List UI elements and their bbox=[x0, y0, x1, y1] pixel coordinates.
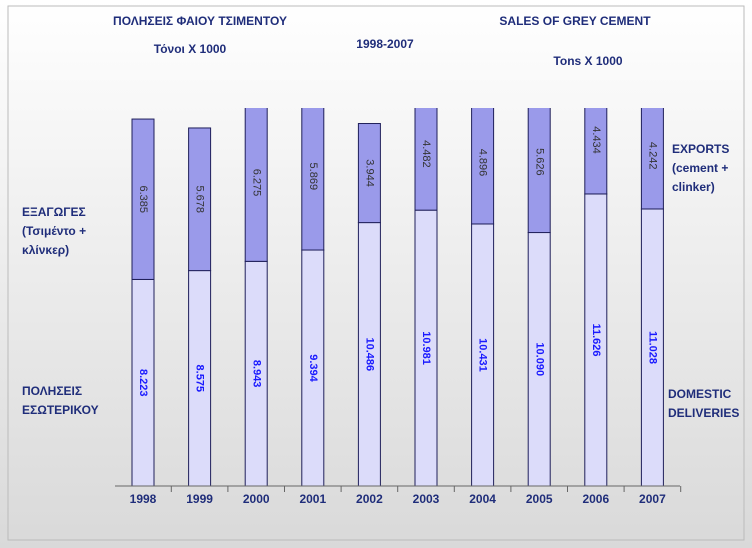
value-label: 5.678 bbox=[194, 186, 206, 214]
value-label: 5.869 bbox=[307, 163, 319, 191]
value-label: 10.090 bbox=[533, 342, 545, 376]
value-label: 3.944 bbox=[363, 159, 375, 187]
value-label: 5.626 bbox=[533, 148, 545, 176]
bar-segment bbox=[188, 127, 212, 272]
series-label: (Τσιμέντο + bbox=[22, 224, 86, 238]
value-label: 10.486 bbox=[363, 337, 375, 371]
value-label: 6.385 bbox=[137, 185, 149, 213]
bar-segment bbox=[640, 108, 664, 210]
bar-segment bbox=[471, 108, 495, 225]
value-label: 4.482 bbox=[420, 140, 432, 168]
series-label: ΠΟΛΗΣΕΙΣ bbox=[22, 384, 82, 398]
value-label: 8.223 bbox=[137, 369, 149, 397]
value-label: 9.394 bbox=[307, 354, 319, 382]
series-label: ΕΞΑΓΩΓΕΣ bbox=[22, 205, 86, 219]
series-label: clinker) bbox=[672, 180, 715, 194]
x-tick-label: 1999 bbox=[186, 492, 213, 506]
plot bbox=[131, 108, 664, 487]
bar-segment bbox=[131, 118, 155, 280]
frame bbox=[7, 5, 745, 541]
x-tick-label: 2001 bbox=[299, 492, 326, 506]
series-label: EXPORTS bbox=[672, 142, 729, 156]
subtitle-english: Tons X 1000 bbox=[553, 54, 622, 68]
value-label: 10.981 bbox=[420, 331, 432, 365]
value-label: 11.028 bbox=[646, 331, 658, 364]
series-label: κλίνκερ) bbox=[22, 243, 69, 257]
title-english: SALES OF GREY CEMENT bbox=[499, 14, 651, 28]
x-tick-label: 2005 bbox=[526, 492, 553, 506]
x-tick-label: 2007 bbox=[639, 492, 666, 506]
value-label: 8.943 bbox=[250, 360, 262, 388]
title-greek: ΠΟΛΗΣΕΙΣ ΦΑΙΟΥ ΤΣΙΜΕΝΤΟΥ bbox=[113, 14, 287, 28]
series-label: DOMESTIC bbox=[668, 387, 732, 401]
x-tick-label: 2000 bbox=[243, 492, 270, 506]
bar-segment bbox=[357, 123, 381, 224]
value-label: 4.242 bbox=[646, 142, 658, 170]
subtitle-greek: Τόνοι Χ 1000 bbox=[154, 42, 227, 56]
series-label: DELIVERIES bbox=[668, 406, 739, 420]
x-tick-label: 1998 bbox=[130, 492, 157, 506]
bar-segment bbox=[527, 108, 551, 234]
x-tick-label: 2003 bbox=[413, 492, 440, 506]
x-tick-label: 2006 bbox=[582, 492, 609, 506]
value-label: 11.626 bbox=[590, 323, 602, 356]
bar-segment bbox=[244, 108, 268, 262]
x-tick-label: 2002 bbox=[356, 492, 383, 506]
x-tick-label: 2004 bbox=[469, 492, 496, 506]
bar-segment bbox=[414, 108, 438, 211]
period: 1998-2007 bbox=[356, 37, 414, 51]
value-label: 8.575 bbox=[194, 365, 206, 393]
bar-segment bbox=[301, 108, 325, 251]
series-label: (cement + bbox=[672, 161, 728, 175]
value-label: 4.896 bbox=[477, 149, 489, 177]
value-label: 4.434 bbox=[590, 126, 602, 154]
bar-segment bbox=[584, 108, 608, 195]
series-label: ΕΣΩΤΕΡΙΚΟΥ bbox=[22, 403, 99, 417]
value-label: 6.275 bbox=[250, 169, 262, 197]
value-label: 10.431 bbox=[477, 338, 489, 372]
